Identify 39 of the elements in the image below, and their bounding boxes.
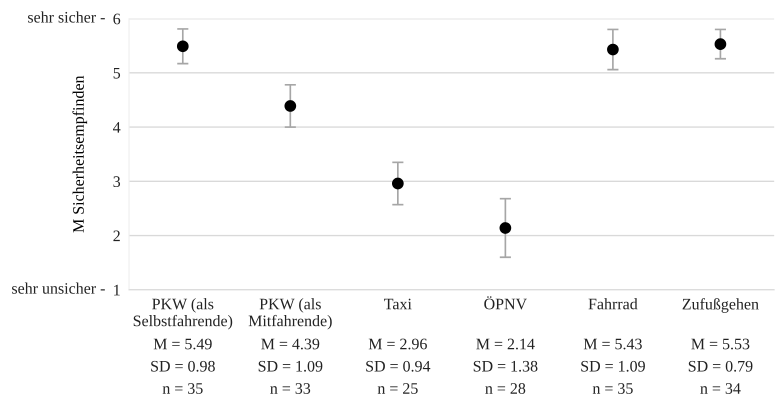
y-tick-label: 1 — [114, 284, 120, 296]
text: sehr sicher - — [28, 11, 105, 23]
data-label: M = 2.14 — [476, 338, 535, 350]
text: SD = 0.98 — [151, 360, 215, 372]
text: n = 25 — [378, 383, 418, 394]
y-tick-label: 4 — [113, 122, 120, 133]
text: SD = 1.09 — [581, 360, 645, 372]
y-axis-title: M Sicherheitsempfinden — [72, 76, 88, 232]
x-tick-label: Zufußgehen — [682, 298, 759, 313]
point — [284, 100, 296, 112]
y-tick-label: 3 — [113, 176, 120, 188]
y-tick-label: 2 — [113, 230, 120, 242]
y-tick-label: 6 — [113, 14, 120, 24]
point — [500, 222, 512, 234]
text: sehr unsicher - — [12, 282, 105, 294]
point — [714, 38, 726, 50]
x-tick-label: PKW (als Mitfahrende) — [248, 298, 332, 330]
text: SD = 0.94 — [366, 360, 430, 372]
data-label: M = 4.39 — [261, 338, 320, 350]
point — [392, 178, 404, 190]
text: n = 28 — [485, 383, 526, 394]
text: n = 33 — [270, 383, 310, 394]
data-label: M = 5.43 — [584, 338, 642, 350]
data-label: M = 5.49 — [154, 338, 212, 350]
data-label: M = 2.96 — [368, 338, 427, 350]
text: n = 34 — [700, 383, 741, 394]
text: SD = 1.09 — [258, 360, 322, 372]
data-label: M = 5.53 — [691, 338, 750, 350]
x-tick-label: Taxi — [384, 298, 412, 310]
point — [176, 40, 189, 52]
text: SD = 1.38 — [474, 360, 538, 372]
point — [607, 44, 619, 56]
text: n = 35 — [592, 383, 633, 394]
x-tick-label: ÖPNV — [484, 296, 527, 310]
text: SD = 0.79 — [688, 360, 752, 372]
text: n = 35 — [162, 383, 203, 394]
x-tick-label: Fahrrad — [588, 298, 638, 310]
y-tick-label: 5 — [114, 68, 120, 79]
x-tick-label: PKW (als Selbstfahrende) — [134, 298, 232, 330]
